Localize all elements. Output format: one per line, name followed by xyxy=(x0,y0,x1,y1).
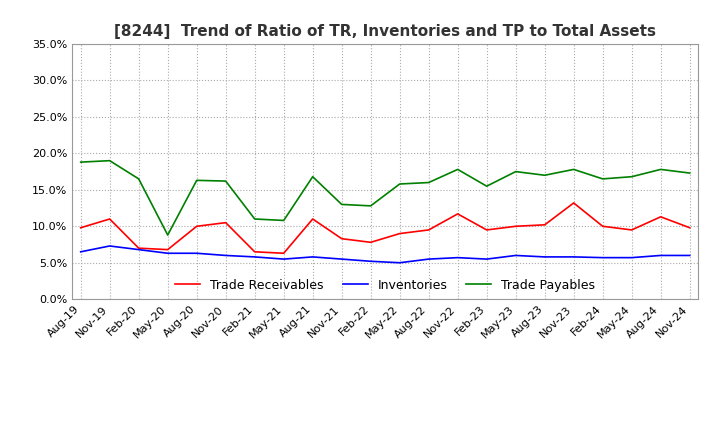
Trade Receivables xyxy=(366,240,375,245)
Trade Receivables xyxy=(424,227,433,233)
Title: [8244]  Trend of Ratio of TR, Inventories and TP to Total Assets: [8244] Trend of Ratio of TR, Inventories… xyxy=(114,24,656,39)
Trade Receivables xyxy=(279,251,288,256)
Trade Payables xyxy=(308,174,317,180)
Trade Receivables xyxy=(338,236,346,241)
Trade Payables xyxy=(511,169,520,174)
Trade Payables xyxy=(627,174,636,180)
Trade Receivables xyxy=(163,247,172,252)
Trade Receivables xyxy=(105,216,114,222)
Trade Receivables xyxy=(570,200,578,205)
Trade Receivables xyxy=(482,227,491,233)
Inventories xyxy=(541,254,549,260)
Inventories xyxy=(279,257,288,262)
Trade Receivables xyxy=(627,227,636,233)
Trade Payables xyxy=(105,158,114,163)
Inventories xyxy=(598,255,607,260)
Inventories xyxy=(685,253,694,258)
Trade Payables xyxy=(395,181,404,187)
Trade Payables xyxy=(338,202,346,207)
Inventories xyxy=(308,254,317,260)
Trade Payables xyxy=(482,183,491,189)
Legend: Trade Receivables, Inventories, Trade Payables: Trade Receivables, Inventories, Trade Pa… xyxy=(169,272,601,298)
Trade Receivables xyxy=(454,211,462,216)
Trade Payables xyxy=(454,167,462,172)
Inventories xyxy=(163,251,172,256)
Trade Receivables xyxy=(192,224,201,229)
Trade Payables xyxy=(163,232,172,238)
Inventories xyxy=(627,255,636,260)
Trade Receivables xyxy=(135,246,143,251)
Trade Payables xyxy=(570,167,578,172)
Trade Receivables xyxy=(685,225,694,231)
Trade Receivables xyxy=(598,224,607,229)
Inventories xyxy=(251,254,259,260)
Trade Receivables xyxy=(308,216,317,222)
Trade Receivables xyxy=(251,249,259,254)
Trade Receivables xyxy=(657,214,665,220)
Inventories xyxy=(454,255,462,260)
Inventories xyxy=(657,253,665,258)
Trade Payables xyxy=(685,170,694,176)
Inventories xyxy=(482,257,491,262)
Trade Receivables xyxy=(395,231,404,236)
Trade Payables xyxy=(424,180,433,185)
Inventories xyxy=(366,259,375,264)
Inventories xyxy=(76,249,85,254)
Inventories xyxy=(192,251,201,256)
Inventories xyxy=(221,253,230,258)
Trade Receivables xyxy=(511,224,520,229)
Trade Receivables xyxy=(76,225,85,231)
Inventories xyxy=(135,247,143,252)
Trade Payables xyxy=(192,178,201,183)
Trade Payables xyxy=(221,179,230,184)
Trade Payables xyxy=(366,203,375,209)
Inventories xyxy=(395,260,404,265)
Trade Receivables xyxy=(221,220,230,225)
Trade Receivables xyxy=(541,222,549,227)
Line: Trade Payables: Trade Payables xyxy=(81,161,690,235)
Trade Payables xyxy=(251,216,259,222)
Line: Trade Receivables: Trade Receivables xyxy=(81,203,690,253)
Trade Payables xyxy=(76,159,85,165)
Inventories xyxy=(570,254,578,260)
Trade Payables xyxy=(657,167,665,172)
Inventories xyxy=(424,257,433,262)
Inventories xyxy=(338,257,346,262)
Inventories xyxy=(511,253,520,258)
Trade Payables xyxy=(598,176,607,182)
Trade Payables xyxy=(135,176,143,182)
Inventories xyxy=(105,243,114,249)
Trade Payables xyxy=(279,218,288,223)
Line: Inventories: Inventories xyxy=(81,246,690,263)
Trade Payables xyxy=(541,172,549,178)
